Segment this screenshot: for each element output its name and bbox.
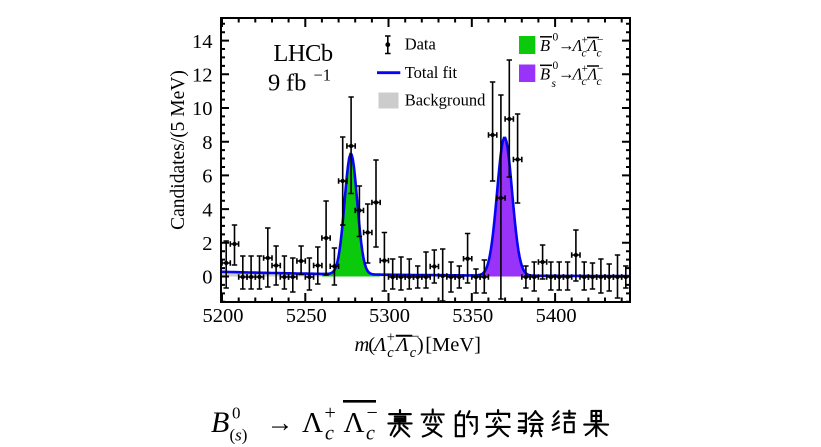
svg-text:−: − bbox=[597, 35, 604, 47]
svg-text:5350: 5350 bbox=[452, 305, 493, 327]
svg-text:m: m bbox=[355, 334, 370, 356]
svg-text:Λ: Λ bbox=[394, 334, 409, 356]
svg-text:→: → bbox=[558, 64, 575, 83]
svg-text:(s): (s) bbox=[230, 426, 248, 445]
svg-text:5300: 5300 bbox=[369, 305, 410, 327]
svg-text:→: → bbox=[558, 35, 575, 54]
svg-text:c: c bbox=[387, 345, 394, 361]
svg-text:6: 6 bbox=[202, 166, 212, 188]
svg-text:B: B bbox=[540, 36, 550, 55]
svg-text:(: ( bbox=[368, 334, 375, 356]
svg-text:−1: −1 bbox=[314, 66, 332, 85]
svg-text:→: → bbox=[267, 408, 294, 438]
svg-text:c: c bbox=[582, 76, 587, 88]
svg-text:c: c bbox=[410, 345, 417, 361]
svg-text:): ) bbox=[417, 334, 424, 356]
svg-text:LHCb: LHCb bbox=[273, 40, 333, 67]
svg-text:s: s bbox=[552, 78, 557, 90]
svg-text:Λ: Λ bbox=[372, 334, 387, 356]
svg-text:c: c bbox=[366, 423, 375, 445]
svg-text:fb: fb bbox=[286, 70, 306, 97]
svg-text:Candidates/(5 MeV): Candidates/(5 MeV) bbox=[168, 70, 189, 230]
svg-text:+: + bbox=[582, 63, 589, 75]
svg-text:c: c bbox=[597, 48, 602, 60]
svg-text:+: + bbox=[582, 35, 589, 47]
svg-text:2: 2 bbox=[202, 233, 212, 255]
svg-text:10: 10 bbox=[192, 98, 213, 120]
svg-text:B: B bbox=[540, 65, 550, 84]
svg-text:Background: Background bbox=[405, 91, 486, 110]
svg-text:8: 8 bbox=[202, 132, 212, 154]
svg-text:9: 9 bbox=[268, 70, 280, 97]
svg-text:−: − bbox=[597, 63, 604, 75]
svg-text:c: c bbox=[597, 76, 602, 88]
svg-text:0: 0 bbox=[202, 267, 212, 289]
svg-text:Data: Data bbox=[405, 35, 437, 54]
svg-text:5250: 5250 bbox=[286, 305, 327, 327]
svg-text:[MeV]: [MeV] bbox=[425, 334, 481, 356]
svg-text:Λ: Λ bbox=[571, 65, 583, 84]
svg-text:5400: 5400 bbox=[536, 305, 577, 327]
svg-text:c: c bbox=[325, 423, 334, 445]
svg-text:0: 0 bbox=[232, 404, 241, 423]
svg-text:5200: 5200 bbox=[203, 305, 244, 327]
svg-text:+: + bbox=[325, 402, 336, 424]
svg-text:c: c bbox=[582, 48, 587, 60]
svg-text:+: + bbox=[387, 330, 395, 346]
svg-text:Total fit: Total fit bbox=[405, 63, 458, 82]
svg-text:12: 12 bbox=[192, 65, 213, 87]
svg-text:0: 0 bbox=[553, 32, 559, 44]
svg-text:Λ: Λ bbox=[571, 36, 583, 55]
svg-text:Λ: Λ bbox=[302, 407, 323, 439]
svg-text:0: 0 bbox=[553, 60, 559, 72]
svg-text:Λ: Λ bbox=[586, 65, 598, 84]
svg-text:Λ: Λ bbox=[586, 36, 598, 55]
svg-text:B: B bbox=[211, 406, 229, 439]
svg-text:−: − bbox=[411, 329, 419, 345]
svg-text:−: − bbox=[367, 402, 378, 424]
svg-text:Λ: Λ bbox=[344, 407, 365, 439]
svg-text:4: 4 bbox=[202, 199, 212, 221]
svg-text:14: 14 bbox=[192, 31, 213, 53]
